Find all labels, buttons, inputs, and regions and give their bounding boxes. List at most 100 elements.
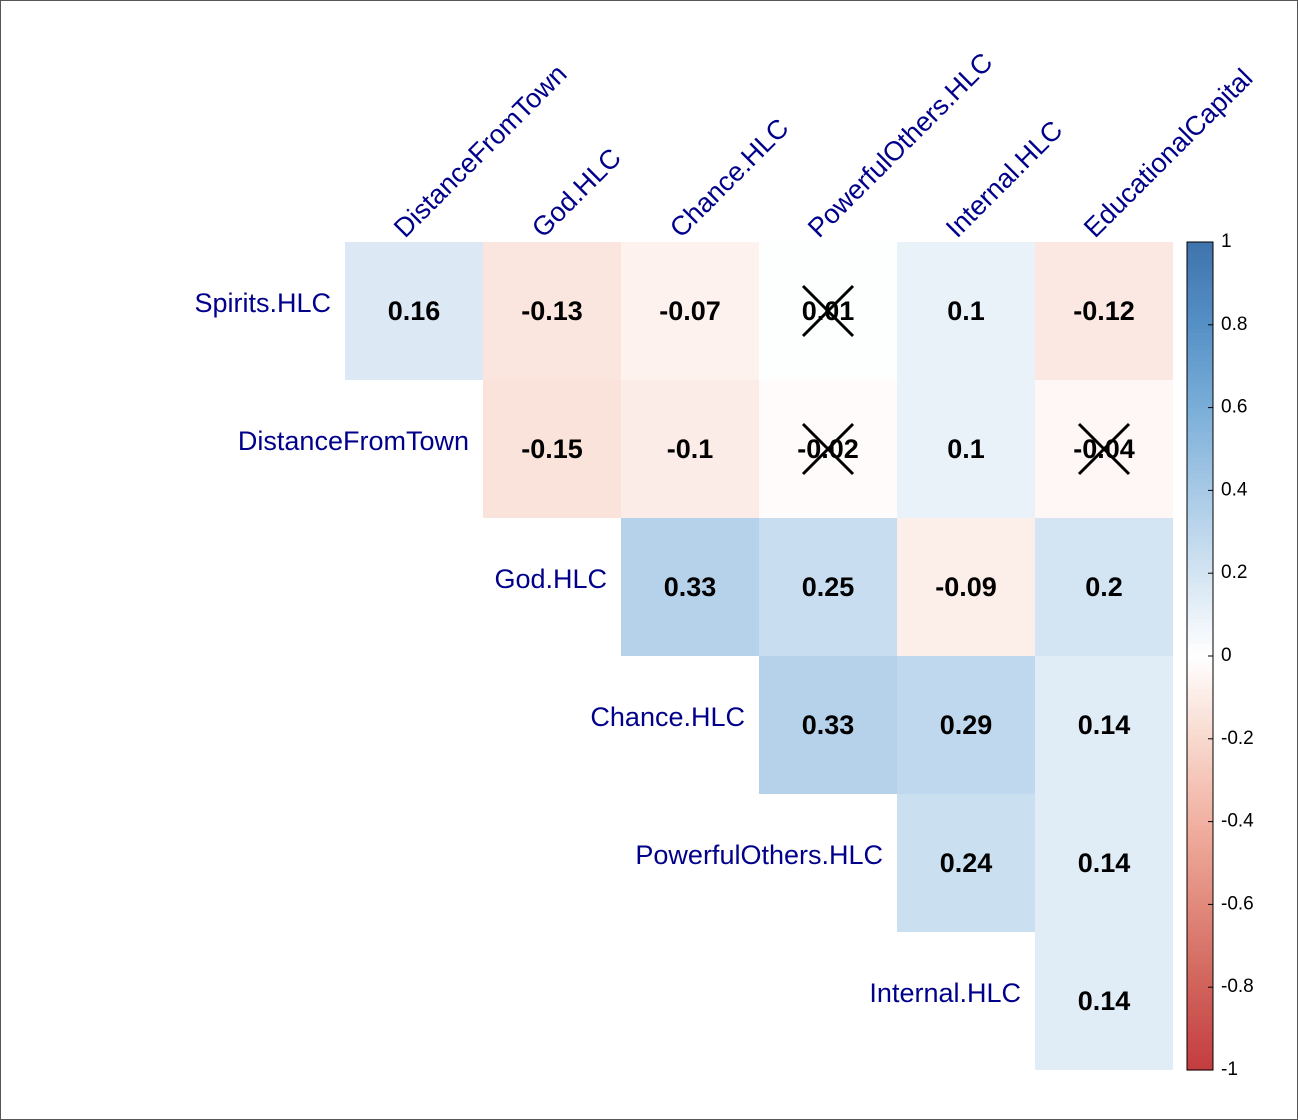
colorbar-segment bbox=[1187, 635, 1213, 641]
colorbar-segment bbox=[1187, 556, 1213, 562]
colorbar-segment bbox=[1187, 1007, 1213, 1013]
colorbar-segment bbox=[1187, 908, 1213, 914]
colorbar-segment bbox=[1187, 867, 1213, 872]
colorbar-segment bbox=[1187, 320, 1213, 326]
cell-value: 0.25 bbox=[802, 572, 855, 602]
colorbar-segment bbox=[1187, 498, 1213, 504]
colorbar-segment bbox=[1187, 407, 1213, 413]
colorbar-segment bbox=[1187, 1020, 1213, 1026]
colorbar-segment bbox=[1187, 593, 1213, 599]
colorbar-segment bbox=[1187, 846, 1213, 852]
colorbar-segment bbox=[1187, 651, 1213, 657]
colorbar-segment bbox=[1187, 511, 1213, 516]
cell bbox=[621, 242, 759, 380]
colorbar-segment bbox=[1187, 469, 1213, 475]
colorbar-segment bbox=[1187, 1028, 1213, 1034]
cell bbox=[1035, 656, 1173, 794]
cell-value: 0.14 bbox=[1078, 710, 1131, 740]
colorbar-segment bbox=[1187, 834, 1213, 839]
colorbar-segment bbox=[1187, 287, 1213, 293]
colorbar-segment bbox=[1187, 945, 1213, 951]
colorbar-segment bbox=[1187, 275, 1213, 280]
colorbar-segment bbox=[1187, 353, 1213, 359]
colorbar-segment bbox=[1187, 809, 1213, 814]
colorbar-segment bbox=[1187, 374, 1213, 380]
colorbar-segment bbox=[1187, 896, 1213, 901]
cell bbox=[1035, 794, 1173, 932]
colorbar-segment bbox=[1187, 709, 1213, 715]
colorbar-segment bbox=[1187, 660, 1213, 665]
colorbar-segment bbox=[1187, 1012, 1213, 1017]
cell bbox=[345, 242, 483, 380]
colorbar-segment bbox=[1187, 639, 1213, 645]
colorbar-segment bbox=[1187, 577, 1213, 583]
colorbar-segment bbox=[1187, 1049, 1213, 1055]
colorbar-segment bbox=[1187, 304, 1213, 309]
colorbar-segment bbox=[1187, 490, 1213, 496]
colorbar-tick-label: 0 bbox=[1221, 645, 1232, 666]
cell bbox=[621, 380, 759, 518]
colorbar-segment bbox=[1187, 664, 1213, 670]
colorbar-segment bbox=[1187, 937, 1213, 943]
cell-value: -0.12 bbox=[1073, 296, 1135, 326]
colorbar-segment bbox=[1187, 742, 1213, 748]
colorbar-segment bbox=[1187, 887, 1213, 893]
cell-value: 0.2 bbox=[1085, 572, 1123, 602]
cell bbox=[483, 380, 621, 518]
colorbar-segment bbox=[1187, 962, 1213, 968]
cross bbox=[1077, 422, 1131, 476]
colorbar-segment bbox=[1187, 515, 1213, 520]
colorbar-segment bbox=[1187, 486, 1213, 491]
colorbar-segment bbox=[1187, 999, 1213, 1005]
colorbar-segment bbox=[1187, 978, 1213, 984]
colorbar-segment bbox=[1187, 382, 1213, 388]
colorbar-segment bbox=[1187, 411, 1213, 417]
cell-value: 0.1 bbox=[947, 296, 985, 326]
cell-value: -0.13 bbox=[521, 296, 583, 326]
colorbar-segment bbox=[1187, 771, 1213, 777]
colorbar-segment bbox=[1187, 705, 1213, 711]
colorbar-segment bbox=[1187, 941, 1213, 947]
colorbar-segment bbox=[1187, 391, 1213, 396]
colorbar-segment bbox=[1187, 465, 1213, 471]
colorbar-segment bbox=[1187, 1061, 1213, 1067]
colorbar-segment bbox=[1187, 341, 1213, 347]
colorbar-segment bbox=[1187, 825, 1213, 831]
colorbar-segment bbox=[1187, 548, 1213, 554]
colorbar-segment bbox=[1187, 552, 1213, 558]
colorbar-segment bbox=[1187, 295, 1213, 301]
cell bbox=[621, 518, 759, 656]
colorbar-segment bbox=[1187, 424, 1213, 429]
colorbar-segment bbox=[1187, 519, 1213, 525]
colorbar-segment bbox=[1187, 250, 1213, 256]
colorbar-segment bbox=[1187, 784, 1213, 790]
colorbar-segment bbox=[1187, 386, 1213, 392]
colorbar-segment bbox=[1187, 622, 1213, 628]
colorbar-segment bbox=[1187, 589, 1213, 595]
colorbar-segment bbox=[1187, 477, 1213, 483]
colorbar-segment bbox=[1187, 262, 1213, 268]
cell-value: 0.16 bbox=[388, 296, 441, 326]
colorbar-segment bbox=[1187, 627, 1213, 632]
colorbar-segment bbox=[1187, 643, 1213, 649]
row-label: Chance.HLC bbox=[590, 702, 745, 732]
colorbar-segment bbox=[1187, 800, 1213, 806]
colorbar-segment bbox=[1187, 270, 1213, 276]
colorbar-segment bbox=[1187, 995, 1213, 1001]
colorbar-segment bbox=[1187, 871, 1213, 877]
colorbar-segment bbox=[1187, 891, 1213, 897]
colorbar-segment bbox=[1187, 403, 1213, 409]
colorbar-segment bbox=[1187, 958, 1213, 963]
colorbar-segment bbox=[1187, 1045, 1213, 1050]
colorbar-segment bbox=[1187, 684, 1213, 690]
cell-value: -0.15 bbox=[521, 434, 583, 464]
colorbar-segment bbox=[1187, 266, 1213, 272]
row-label: DistanceFromTown bbox=[238, 426, 469, 456]
colorbar-segment bbox=[1187, 817, 1213, 823]
colorbar-segment bbox=[1187, 494, 1213, 500]
colorbar-segment bbox=[1187, 312, 1213, 318]
row-label: PowerfulOthers.HLC bbox=[635, 840, 883, 870]
colorbar-segment bbox=[1187, 449, 1213, 454]
colorbar-segment bbox=[1187, 983, 1213, 988]
colorbar-segment bbox=[1187, 912, 1213, 918]
